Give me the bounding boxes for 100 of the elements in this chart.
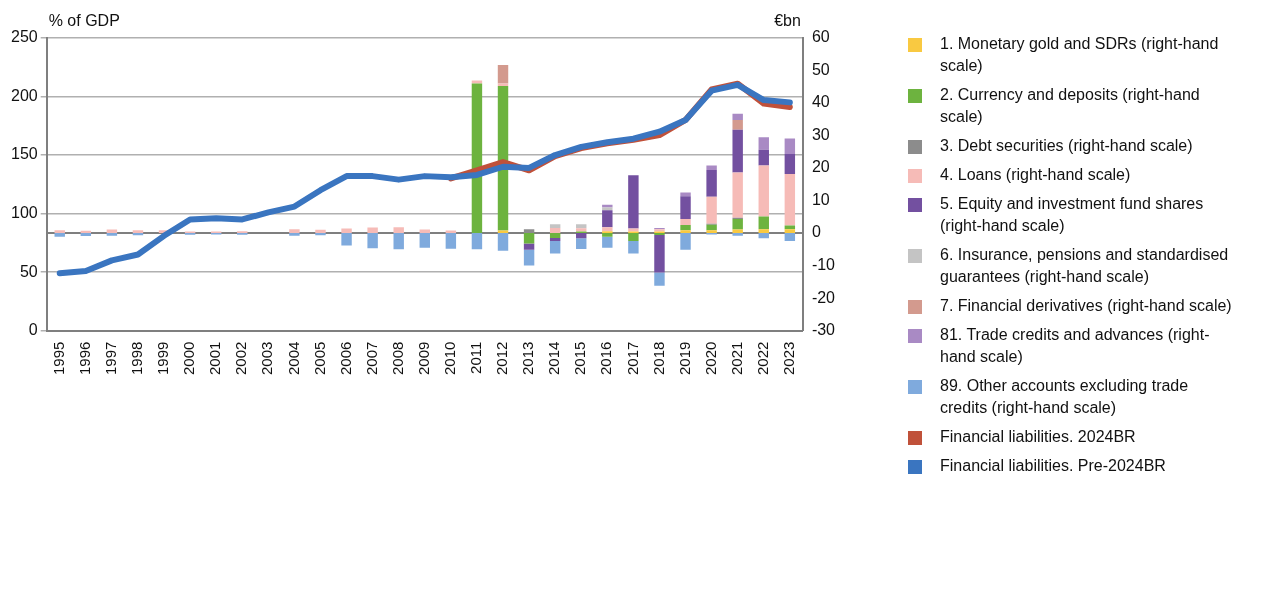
bar — [549, 240, 561, 254]
y2-tick-label: 0 — [811, 223, 821, 241]
bar — [680, 192, 691, 197]
bar — [419, 233, 430, 248]
x-tick-label: 1995 — [49, 341, 67, 376]
bar — [732, 119, 743, 130]
bar — [758, 149, 769, 166]
bar — [758, 233, 769, 239]
bar — [315, 233, 326, 236]
bar — [471, 233, 483, 250]
bar — [549, 224, 561, 228]
bar — [628, 175, 639, 229]
bar — [341, 233, 352, 246]
y-tick-label: 250 — [10, 28, 38, 46]
bar — [367, 233, 378, 249]
y2-axis-title: €bn — [774, 12, 801, 30]
x-tick-label: 2001 — [206, 341, 224, 376]
legend-label: Financial liabilities. 2024BR — [940, 427, 1136, 447]
bar — [706, 165, 717, 171]
legend-label: 3. Debt securities (right-hand scale) — [940, 136, 1193, 156]
bar — [680, 224, 691, 231]
bar — [706, 196, 717, 224]
y2-tick-label: -20 — [811, 288, 836, 306]
bar — [784, 233, 796, 241]
x-tick-label: 2013 — [519, 341, 537, 376]
bar — [576, 233, 587, 239]
x-tick-label: 1996 — [75, 341, 93, 376]
bar — [497, 230, 509, 234]
bar — [654, 272, 665, 286]
x-tick-label: 2000 — [180, 341, 198, 376]
x-tick-label: 2014 — [545, 341, 563, 376]
x-tick-label: 2008 — [388, 341, 406, 376]
bar — [732, 172, 743, 218]
bar — [576, 224, 587, 229]
bar — [732, 113, 743, 120]
bar — [628, 240, 639, 254]
bar — [341, 228, 352, 234]
legend-label: 6. Insurance, pensions and standardised guarantees (right-hand scale) — [940, 245, 1230, 287]
legend-label: 81. Trade credits and advances (right-hand scale) — [940, 325, 1211, 367]
bar — [706, 224, 717, 231]
x-tick-label: 1998 — [128, 341, 146, 376]
x-tick-label: 2011 — [467, 341, 485, 374]
bar — [680, 219, 691, 225]
legend-label: 4. Loans (right-hand scale) — [940, 165, 1131, 185]
legend-label: 1. Monetary gold and SDRs (right-hand scale) — [940, 34, 1220, 76]
bar — [549, 233, 561, 238]
bar — [471, 80, 483, 84]
x-tick-label: 2016 — [597, 341, 615, 376]
x-tick-label: 2021 — [727, 341, 745, 376]
bar — [523, 249, 535, 266]
bar — [784, 154, 796, 174]
x-tick-label: 2023 — [779, 341, 797, 376]
bar — [289, 229, 300, 234]
x-tick-label: 2017 — [623, 341, 641, 376]
x-tick-label: 2007 — [362, 341, 380, 376]
x-tick-label: 2018 — [649, 341, 667, 376]
x-tick-label: 2015 — [571, 341, 589, 376]
bar — [680, 196, 691, 220]
bar — [758, 165, 769, 217]
y2-tick-label: 40 — [811, 93, 830, 111]
y2-tick-label: 20 — [811, 158, 830, 176]
x-tick-label: 2002 — [232, 341, 250, 376]
bar — [602, 210, 613, 228]
y2-tick-label: 50 — [811, 60, 830, 78]
y2-tick-label: 10 — [811, 190, 830, 208]
bar — [523, 243, 535, 250]
bar — [680, 230, 691, 234]
bar — [549, 237, 561, 241]
x-tick-label: 2003 — [258, 341, 276, 376]
bar — [497, 64, 509, 84]
bar — [758, 229, 769, 234]
y2-tick-label: 30 — [811, 125, 830, 143]
legend-label: 5. Equity and investment fund shares (right-hand scale) — [940, 194, 1205, 236]
bar — [784, 229, 796, 234]
legend-label: 7. Financial derivatives (right-hand scale) — [940, 296, 1232, 316]
legend-label: 2. Currency and deposits (right-hand scale) — [940, 85, 1201, 127]
bar — [497, 233, 509, 251]
bar — [784, 138, 796, 155]
bar — [393, 233, 404, 250]
y-axis-title: % of GDP — [48, 12, 120, 30]
y-tick-label: 0 — [28, 321, 38, 339]
x-tick-label: 2019 — [675, 341, 693, 376]
x-tick-label: 2022 — [753, 341, 771, 376]
y2-tick-label: -10 — [811, 256, 836, 274]
bar — [315, 229, 326, 234]
y-tick-label: 100 — [10, 203, 38, 221]
x-tick-label: 1999 — [154, 341, 172, 376]
y2-tick-label: -30 — [811, 321, 836, 339]
x-tick-label: 2010 — [441, 341, 458, 376]
bar — [576, 238, 587, 250]
x-tick-label: 2004 — [284, 341, 302, 376]
y-tick-label: 50 — [19, 262, 38, 280]
legend-label: Financial liabilities. Pre-2024BR — [940, 456, 1166, 476]
bar — [367, 227, 378, 234]
bar — [289, 233, 300, 236]
y2-tick-label: 60 — [811, 28, 830, 46]
bar — [732, 233, 743, 236]
legend-label: 89. Other accounts excluding trade credits (right-hand scale) — [940, 376, 1190, 418]
bar — [784, 173, 796, 226]
bar — [602, 227, 613, 232]
